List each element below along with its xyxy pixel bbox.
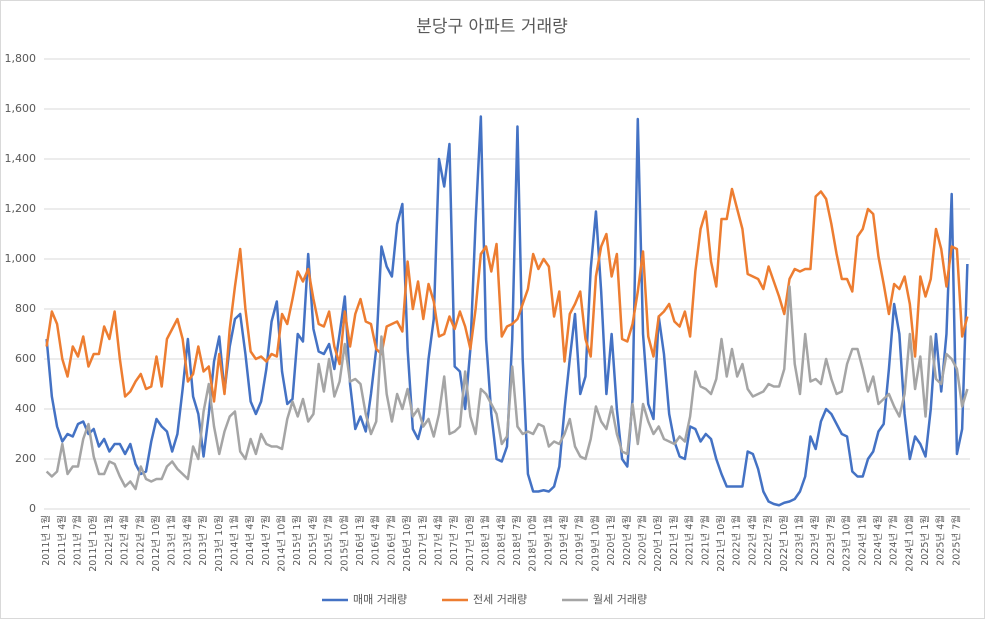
x-tick-label: 2012년 1월	[103, 515, 115, 566]
x-tick-label: 2022년 4월	[746, 515, 758, 566]
y-tick-label: 600	[15, 352, 36, 365]
x-tick-label: 2015년 1월	[291, 515, 303, 566]
x-tick-label: 2018년 10월	[527, 515, 539, 572]
x-tick-label: 2025년 4월	[935, 515, 947, 566]
x-tick-label: 2023년 4월	[809, 515, 821, 566]
y-tick-label: 1,000	[5, 252, 37, 265]
x-tick-label: 2012년 10월	[150, 515, 162, 572]
x-tick-label: 2012년 4월	[119, 515, 131, 566]
x-tick-label: 2022년 7월	[762, 515, 774, 566]
x-tick-label: 2016년 10월	[401, 515, 413, 572]
y-tick-label: 1,600	[5, 102, 37, 115]
x-tick-label: 2022년 10월	[778, 515, 790, 572]
series-line	[45, 115, 969, 507]
x-tick-label: 2020년 10월	[652, 515, 664, 572]
y-tick-label: 1,200	[5, 202, 37, 215]
x-tick-label: 2015년 10월	[338, 515, 350, 572]
legend-label: 월세 거래량	[593, 593, 647, 606]
series-line	[45, 187, 969, 403]
x-tick-label: 2021년 7월	[699, 515, 711, 566]
x-tick-label: 2023년 10월	[841, 515, 853, 572]
x-tick-label: 2019년 4월	[558, 515, 570, 566]
x-tick-label: 2025년 1월	[919, 515, 931, 566]
x-tick-label: 2024년 4월	[872, 515, 884, 566]
x-tick-label: 2017년 10월	[464, 515, 476, 572]
y-tick-label: 400	[15, 402, 36, 415]
x-tick-label: 2013년 10월	[213, 515, 225, 572]
x-tick-label: 2023년 1월	[793, 515, 805, 566]
x-tick-label: 2016년 7월	[385, 515, 397, 566]
x-tick-label: 2016년 1월	[354, 515, 366, 566]
x-tick-label: 2014년 1월	[228, 515, 240, 566]
x-tick-label: 2021년 4월	[684, 515, 696, 566]
x-tick-label: 2019년 10월	[589, 515, 601, 572]
legend-label: 전세 거래량	[473, 593, 527, 606]
chart-title: 분당구 아파트 거래량	[416, 17, 568, 37]
x-tick-label: 2018년 1월	[480, 515, 492, 566]
x-tick-label: 2017년 7월	[448, 515, 460, 566]
x-tick-label: 2020년 1월	[605, 515, 617, 566]
x-tick-label: 2014년 10월	[276, 515, 288, 572]
x-tick-label: 2011년 10월	[87, 515, 99, 572]
legend-label: 매매 거래량	[353, 593, 407, 606]
x-tick-label: 2019년 7월	[574, 515, 586, 566]
x-tick-label: 2020년 4월	[621, 515, 633, 566]
x-tick-label: 2015년 4월	[307, 515, 319, 566]
x-tick-label: 2022년 1월	[731, 515, 743, 566]
x-tick-label: 2011년 1월	[40, 515, 52, 566]
y-tick-label: 0	[29, 502, 36, 515]
x-tick-label: 2018년 7월	[511, 515, 523, 566]
x-tick-label: 2017년 1월	[417, 515, 429, 566]
y-tick-label: 1,800	[5, 52, 37, 65]
x-tick-label: 2025년 7월	[950, 515, 962, 566]
y-tick-label: 800	[15, 302, 36, 315]
x-tick-label: 2020년 7월	[637, 515, 649, 566]
x-tick-label: 2024년 1월	[856, 515, 868, 566]
x-tick-label: 2014년 4월	[244, 515, 256, 566]
x-tick-label: 2024년 7월	[888, 515, 900, 566]
x-tick-label: 2011년 4월	[56, 515, 68, 566]
y-tick-label: 1,400	[5, 152, 37, 165]
x-tick-label: 2023년 7월	[825, 515, 837, 566]
x-tick-label: 2018년 4월	[495, 515, 507, 566]
x-tick-label: 2013년 4월	[181, 515, 193, 566]
x-tick-label: 2024년 10월	[903, 515, 915, 572]
x-tick-label: 2021년 1월	[668, 515, 680, 566]
x-tick-label: 2012년 7월	[134, 515, 146, 566]
x-tick-label: 2017년 4월	[432, 515, 444, 566]
series-line	[45, 285, 969, 491]
x-tick-label: 2013년 1월	[166, 515, 178, 566]
x-tick-label: 2014년 7월	[260, 515, 272, 566]
x-tick-label: 2021년 10월	[715, 515, 727, 572]
x-tick-label: 2019년 1월	[542, 515, 554, 566]
x-tick-label: 2011년 7월	[72, 515, 84, 566]
y-tick-label: 200	[15, 452, 36, 465]
x-tick-label: 2016년 4월	[370, 515, 382, 566]
x-tick-label: 2013년 7월	[197, 515, 209, 566]
x-tick-label: 2015년 7월	[323, 515, 335, 566]
